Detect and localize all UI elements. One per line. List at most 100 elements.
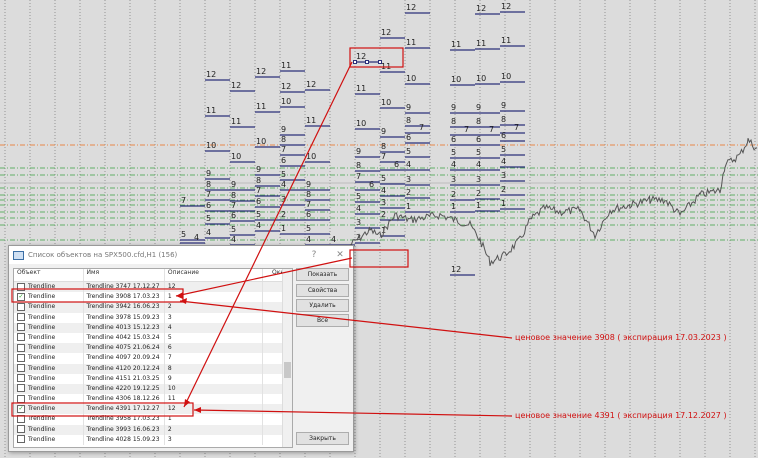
description-cell: 5 bbox=[165, 332, 264, 344]
trendline-label: 7 bbox=[464, 125, 469, 134]
help-button[interactable]: ? bbox=[311, 250, 317, 260]
object-type: Trendline bbox=[28, 323, 56, 331]
col-object[interactable]: Объект bbox=[14, 269, 84, 281]
visibility-checkbox[interactable]: ✓ bbox=[17, 404, 25, 413]
trendline-label: 8 bbox=[256, 176, 261, 185]
name-cell: Trendline 4306 18.12.26 bbox=[84, 394, 165, 405]
name-cell: Trendline 4028 15.09.23 bbox=[84, 434, 165, 445]
trendline-label: 3 bbox=[281, 195, 286, 204]
object-type: Trendline bbox=[28, 415, 56, 423]
visibility-checkbox[interactable] bbox=[17, 302, 25, 311]
trendline-label: 11 bbox=[476, 39, 486, 48]
description-cell: 12 bbox=[165, 282, 264, 293]
trendline-label: 4 bbox=[256, 221, 261, 230]
visibility-checkbox[interactable] bbox=[17, 435, 25, 444]
visibility-checkbox[interactable] bbox=[17, 343, 25, 352]
trendline-label: 8 bbox=[451, 117, 456, 126]
description-cell: 12 bbox=[165, 404, 264, 415]
visibility-checkbox[interactable] bbox=[17, 364, 25, 372]
trendline-label: 3 bbox=[381, 198, 386, 207]
trendline-label: 5 bbox=[356, 192, 361, 201]
trendline-label: 10 bbox=[231, 152, 241, 161]
trendline-label: 4 bbox=[406, 160, 411, 169]
trendline-label: 9 bbox=[306, 180, 311, 189]
trendline-label: 4 bbox=[451, 160, 456, 169]
visibility-checkbox[interactable] bbox=[17, 282, 25, 291]
trendline-label: 10 bbox=[281, 97, 291, 106]
name-cell: Trendline 3978 15.09.23 bbox=[84, 312, 165, 323]
trendline-label: 10 bbox=[356, 119, 366, 128]
visibility-checkbox[interactable] bbox=[17, 323, 25, 332]
trendline-label: 5 bbox=[206, 214, 211, 223]
name-cell: Trendline 3908 17.03.23 bbox=[84, 292, 165, 303]
trendline-label: 7 bbox=[419, 123, 424, 132]
visibility-checkbox[interactable] bbox=[17, 394, 25, 403]
close-icon[interactable]: ✕ bbox=[336, 250, 344, 260]
trendline-label: 10 bbox=[406, 74, 416, 83]
name-cell: Trendline 4013 15.12.23 bbox=[84, 322, 165, 333]
close-button[interactable]: Закрыть bbox=[296, 432, 349, 445]
trendline-label: 5 bbox=[381, 174, 386, 183]
window-icon bbox=[13, 250, 24, 260]
visibility-checkbox[interactable] bbox=[17, 333, 25, 342]
trendline-label: 7 bbox=[281, 145, 286, 154]
trendline-label: 12 bbox=[476, 4, 486, 13]
object-cell: Trendline bbox=[14, 373, 84, 384]
trendline-label: 8 bbox=[381, 142, 386, 151]
visibility-checkbox[interactable] bbox=[17, 414, 25, 423]
object-cell: Trendline bbox=[14, 282, 84, 293]
name-cell: Trendline 3958 17.03.23 bbox=[84, 414, 165, 425]
price-series-line bbox=[349, 138, 758, 267]
all-button[interactable]: Все bbox=[296, 314, 349, 327]
object-type: Trendline bbox=[28, 283, 56, 290]
col-description[interactable]: Описание bbox=[165, 269, 264, 281]
visibility-checkbox[interactable] bbox=[17, 374, 25, 383]
trendline-label: 8 bbox=[356, 161, 361, 170]
trendline-label: 5 bbox=[281, 170, 286, 179]
visibility-checkbox[interactable]: ✓ bbox=[17, 292, 25, 301]
trendline-label: 7 bbox=[514, 123, 519, 132]
name-cell: Trendline 3993 16.06.23 bbox=[84, 424, 165, 435]
trendline-label: 4 bbox=[331, 235, 336, 244]
object-list-dialog: Список объектов на SPX500.cfd,H1 (156) ?… bbox=[8, 245, 354, 452]
trendline-label: 4 bbox=[476, 160, 481, 169]
show-button[interactable]: Показать bbox=[296, 268, 349, 281]
delete-button[interactable]: Удалить bbox=[296, 299, 349, 312]
trendline-label: 4 bbox=[501, 157, 506, 166]
scrollbar[interactable] bbox=[282, 269, 292, 447]
trendline-label: 7 bbox=[489, 125, 494, 134]
properties-button[interactable]: Свойства bbox=[296, 284, 349, 297]
visibility-checkbox[interactable] bbox=[17, 425, 25, 434]
object-cell: Trendline bbox=[14, 302, 84, 313]
trendline-label: 6 bbox=[206, 201, 211, 210]
scrollbar-thumb[interactable] bbox=[284, 362, 291, 378]
trendline-label: 7 bbox=[181, 196, 186, 205]
visibility-checkbox[interactable] bbox=[17, 384, 25, 393]
visibility-checkbox[interactable] bbox=[17, 353, 25, 362]
annotation-note-4391: ценовое значение 4391 ( экспирация 17.12… bbox=[515, 411, 727, 420]
object-cell: Trendline bbox=[14, 343, 84, 354]
col-name[interactable]: Имя bbox=[84, 269, 165, 281]
trendline-label: 2 bbox=[476, 189, 481, 198]
trendline-label: 11 bbox=[206, 106, 216, 115]
trendline-label: 9 bbox=[451, 103, 456, 112]
description-cell: 4 bbox=[165, 322, 264, 333]
visibility-checkbox[interactable] bbox=[17, 313, 25, 322]
trendline-label: 7 bbox=[381, 152, 386, 161]
